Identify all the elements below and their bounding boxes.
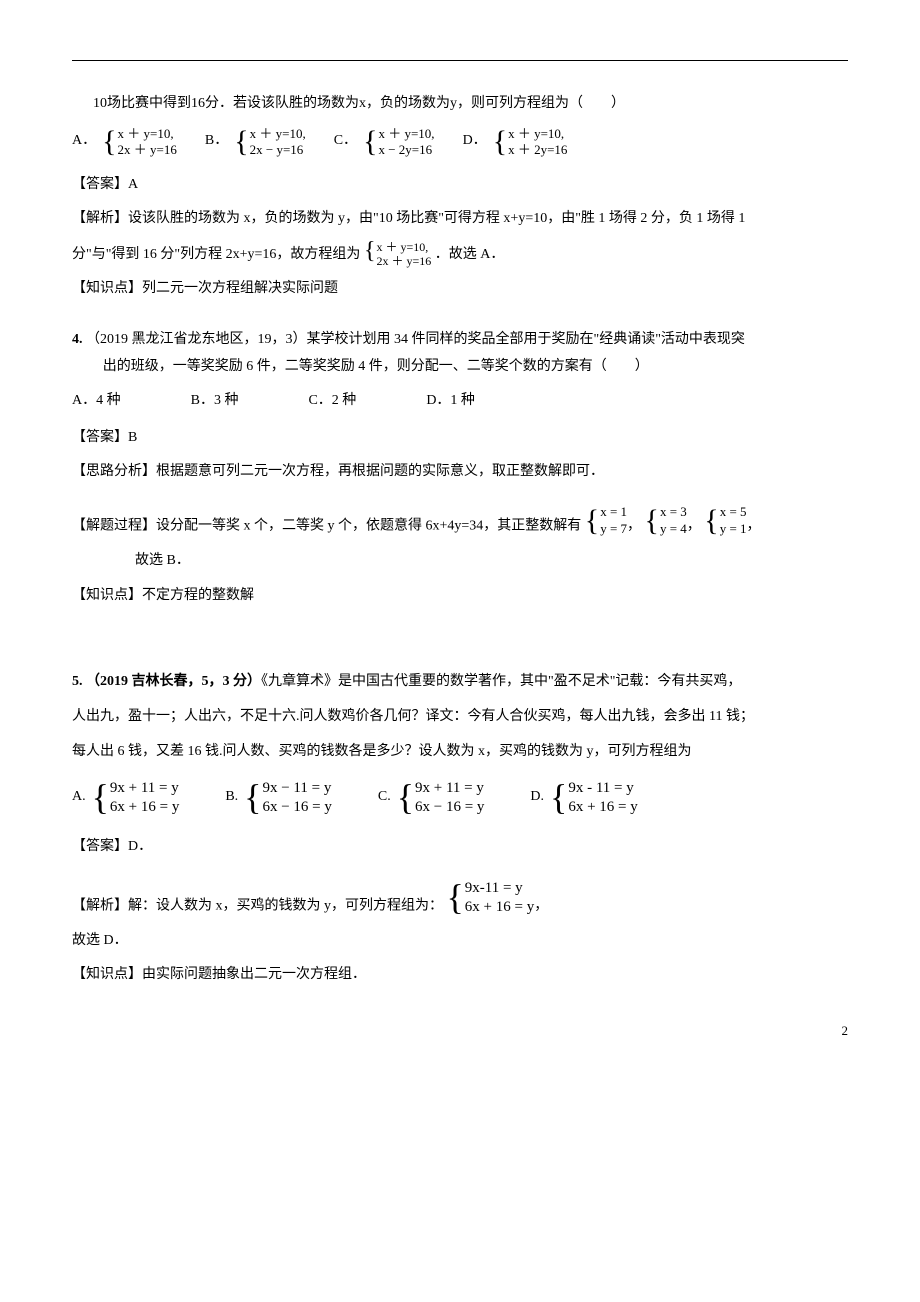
q4-opt-a: A．4 种 bbox=[72, 388, 121, 415]
proc-label: 【解题过程】 bbox=[72, 519, 156, 534]
q4-opt-d: D．1 种 bbox=[426, 388, 475, 415]
q-src: （2019 吉林长春，5，3 分） bbox=[86, 674, 261, 689]
q-src: （2019 黑龙江省龙东地区，19，3） bbox=[86, 332, 307, 347]
q5-stem-3: 每人出 6 钱，又差 16 钱.问人数、买鸡的钱数各是多少？设人数为 x，买鸡的… bbox=[72, 739, 848, 766]
point-text: 由实际问题抽象出二元一次方程组． bbox=[142, 967, 366, 982]
point-label: 【知识点】 bbox=[72, 967, 142, 982]
eq-line: 9x + 11 = y bbox=[415, 779, 484, 797]
opt-label: C． bbox=[334, 128, 357, 155]
analysis-label: 【解析】 bbox=[72, 898, 128, 913]
q3-analysis-line2: 分"与"得到 16 分"列方程 2x+y=16，故方程组为 { x ＋ y=10… bbox=[72, 241, 848, 269]
analysis-tail: ， bbox=[534, 898, 548, 913]
q5-options: A. { 9x + 11 = y 6x + 16 = y B. { 9x − 1… bbox=[72, 779, 848, 816]
q3-opt-b: B． { x ＋ y=10, 2x − y=16 bbox=[205, 126, 306, 158]
point-label: 【知识点】 bbox=[72, 281, 142, 296]
q5-opt-b: B. { 9x − 11 = y 6x − 16 = y bbox=[225, 779, 332, 816]
q4-proc: 【解题过程】设分配一等奖 x 个，二等奖 y 个，依题意得 6x+4y=34，其… bbox=[72, 504, 848, 540]
analysis-label: 【解析】 bbox=[72, 211, 128, 226]
q5-stem-2: 人出九，盈十一；人出六，不足十六.问人数鸡价各几何？译文：今有人合伙买鸡，每人出… bbox=[72, 704, 848, 731]
eq-line: 2x ＋ y=16 bbox=[376, 255, 431, 268]
page-number: 2 bbox=[72, 1019, 848, 1044]
eq-line: y = 1 bbox=[720, 521, 747, 537]
q4-options: A．4 种 B．3 种 C．2 种 D．1 种 bbox=[72, 388, 848, 415]
q5-tail: 故选 D． bbox=[72, 928, 848, 955]
eq-line: x ＋ y=10, bbox=[118, 126, 177, 142]
point-text: 列二元一次方程组解决实际问题 bbox=[142, 281, 338, 296]
q3-options: A． { x ＋ y=10, 2x ＋ y=16 B． { x ＋ y=10, … bbox=[72, 126, 848, 158]
analysis-text: ．故选 A． bbox=[435, 247, 505, 262]
point-label: 【知识点】 bbox=[72, 588, 142, 603]
q3-opt-c: C． { x ＋ y=10, x − 2y=16 bbox=[334, 126, 435, 158]
answer-label: 【答案】 bbox=[72, 839, 128, 854]
eq-line: y = 4 bbox=[660, 521, 687, 537]
eq-line: x − 2y=16 bbox=[378, 142, 434, 158]
q-num: 4. bbox=[72, 332, 83, 347]
opt-label: C. bbox=[378, 784, 391, 811]
analysis-text: 分"与"得到 16 分"列方程 2x+y=16，故方程组为 bbox=[72, 247, 360, 262]
opt-label: A． bbox=[72, 128, 96, 155]
eq-line: x = 3 bbox=[660, 504, 687, 520]
q-stem-text: 出的班级，一等奖奖励 6 件，二等奖奖励 4 件，则分配一、二等奖个数的方案有（… bbox=[103, 359, 649, 374]
eq-line: 9x + 11 = y bbox=[110, 779, 179, 797]
q3-answer: 【答案】A bbox=[72, 172, 848, 199]
eq-line: x ＋ y=10, bbox=[250, 126, 306, 142]
opt-label: B. bbox=[225, 784, 238, 811]
q3-opt-d: D． { x ＋ y=10, x ＋ 2y=16 bbox=[463, 126, 568, 158]
q3-analysis-line1: 【解析】设该队胜的场数为 x，负的场数为 y，由"10 场比赛"可得方程 x+y… bbox=[72, 206, 848, 233]
eq-line: 2x ＋ y=16 bbox=[118, 142, 177, 158]
answer-value: B bbox=[128, 430, 137, 445]
q4-answer: 【答案】B bbox=[72, 425, 848, 452]
q3-opt-a: A． { x ＋ y=10, 2x ＋ y=16 bbox=[72, 126, 177, 158]
eq-line: 6x + 16 = y bbox=[465, 898, 534, 916]
top-rule bbox=[72, 60, 848, 61]
point-text: 不定方程的整数解 bbox=[142, 588, 254, 603]
eq-line: 6x − 16 = y bbox=[415, 798, 484, 816]
q-stem-text: 某学校计划用 34 件同样的奖品全部用于奖励在"经典诵读"活动中表现突 bbox=[307, 332, 745, 347]
eq-line: x ＋ y=10, bbox=[378, 126, 434, 142]
q4-opt-c: C．2 种 bbox=[308, 388, 356, 415]
eq-line: y = 7 bbox=[600, 521, 627, 537]
q-num: 5. bbox=[72, 674, 83, 689]
q4-proc-tail: 故选 B． bbox=[72, 548, 848, 575]
eq-line: 6x + 16 = y bbox=[110, 798, 179, 816]
eq-line: 9x − 11 = y bbox=[262, 779, 331, 797]
eq-line: 9x-11 = y bbox=[465, 879, 534, 897]
eq-line: 6x − 16 = y bbox=[262, 798, 331, 816]
opt-label: D． bbox=[463, 128, 487, 155]
eq-line: 9x - 11 = y bbox=[568, 779, 637, 797]
q5-opt-c: C. { 9x + 11 = y 6x − 16 = y bbox=[378, 779, 485, 816]
opt-label: B． bbox=[205, 128, 228, 155]
q5-analysis: 【解析】解：设人数为 x，买鸡的钱数为 y，可列方程组为： { 9x-11 = … bbox=[72, 879, 848, 920]
eq-line: 2x − y=16 bbox=[250, 142, 306, 158]
think-text: 根据题意可列二元一次方程，再根据问题的实际意义，取正整数解即可． bbox=[156, 464, 604, 479]
q4-think: 【思路分析】根据题意可列二元一次方程，再根据问题的实际意义，取正整数解即可． bbox=[72, 459, 848, 486]
proc-text: 设分配一等奖 x 个，二等奖 y 个，依题意得 6x+4y=34，其正整数解有 bbox=[156, 519, 581, 534]
analysis-text: 解：设人数为 x，买鸡的钱数为 y，可列方程组为： bbox=[128, 898, 443, 913]
q3-point: 【知识点】列二元一次方程组解决实际问题 bbox=[72, 276, 848, 303]
eq-line: x = 1 bbox=[600, 504, 627, 520]
analysis-text: 设该队胜的场数为 x，负的场数为 y，由"10 场比赛"可得方程 x+y=10，… bbox=[128, 211, 745, 226]
q4-stem: 4. （2019 黑龙江省龙东地区，19，3）某学校计划用 34 件同样的奖品全… bbox=[72, 327, 848, 380]
q5-opt-d: D. { 9x - 11 = y 6x + 16 = y bbox=[530, 779, 637, 816]
eq-line: x ＋ 2y=16 bbox=[508, 142, 567, 158]
eq-line: x = 5 bbox=[720, 504, 747, 520]
q-stem-text: 《九章算术》是中国古代重要的数学著作，其中"盈不足术"记载：今有共买鸡， bbox=[261, 674, 741, 689]
q5-opt-a: A. { 9x + 11 = y 6x + 16 = y bbox=[72, 779, 179, 816]
q4-opt-b: B．3 种 bbox=[191, 388, 239, 415]
think-label: 【思路分析】 bbox=[72, 464, 156, 479]
eq-line: x ＋ y=10, bbox=[376, 241, 431, 254]
answer-label: 【答案】 bbox=[72, 177, 128, 192]
q5-point: 【知识点】由实际问题抽象出二元一次方程组． bbox=[72, 962, 848, 989]
opt-label: D. bbox=[530, 784, 544, 811]
q5-answer: 【答案】D． bbox=[72, 834, 848, 861]
answer-value: D． bbox=[128, 839, 152, 854]
eq-line: 6x + 16 = y bbox=[568, 798, 637, 816]
eq-line: x ＋ y=10, bbox=[508, 126, 567, 142]
q5-stem: 5. （2019 吉林长春，5，3 分）《九章算术》是中国古代重要的数学著作，其… bbox=[72, 669, 848, 696]
answer-value: A bbox=[128, 177, 138, 192]
q3-stem-fragment: 10场比赛中得到16分．若设该队胜的场数为x，负的场数为y，则可列方程组为（ ） bbox=[72, 91, 848, 118]
answer-label: 【答案】 bbox=[72, 430, 128, 445]
opt-label: A. bbox=[72, 784, 86, 811]
q4-point: 【知识点】不定方程的整数解 bbox=[72, 583, 848, 610]
